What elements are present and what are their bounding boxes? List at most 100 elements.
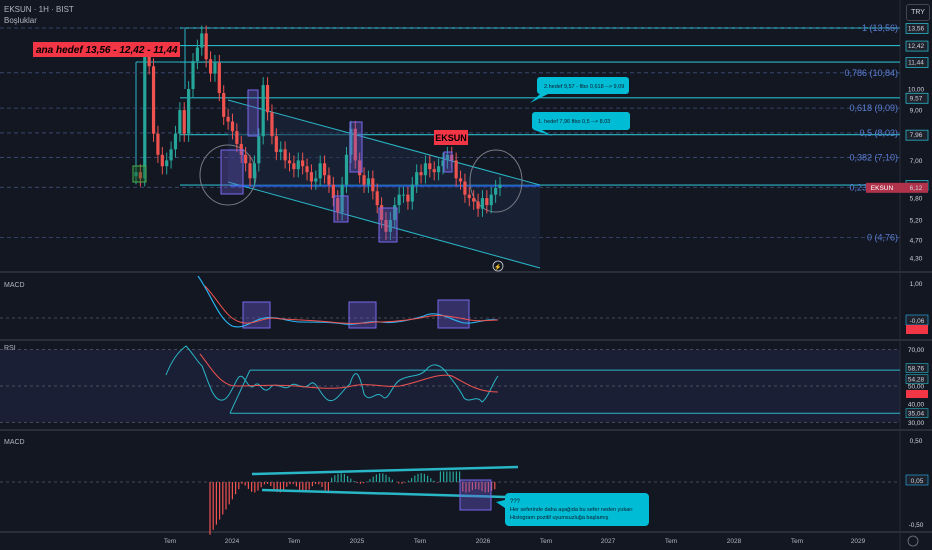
channel-upper-line: [227, 99, 541, 186]
highlight-box: [443, 151, 453, 173]
circle-highlight: [469, 149, 523, 213]
candle-body: [485, 198, 489, 206]
candle-body: [222, 93, 226, 117]
price-axis-tick: 7,96: [910, 132, 923, 139]
settings-icon: [907, 535, 919, 547]
time-axis-tick: Tem: [791, 538, 803, 545]
candle-body: [463, 181, 467, 195]
candle-body: [331, 184, 335, 199]
lightning-icon: [492, 260, 504, 272]
candle-body: [252, 163, 257, 179]
price-axis-tick: 7,00: [910, 158, 923, 165]
rsi-axis-tick: 50,00: [908, 384, 925, 391]
candle-body: [292, 163, 296, 170]
candle-body: [476, 201, 480, 209]
candle-body: [187, 88, 191, 134]
macd-hist-axis-tick: 0,05: [911, 478, 924, 485]
price-axis-tick: 11,44: [908, 60, 924, 67]
rsi-value-tag-bg: [905, 408, 929, 419]
candle-body: [397, 194, 401, 206]
candle-body: [472, 198, 476, 202]
candle-body: [301, 160, 305, 167]
highlight-box: [349, 121, 363, 173]
last-price-tag: EKSUN: [871, 185, 894, 192]
candle-body: [401, 194, 406, 196]
highlight-box: [333, 195, 349, 223]
price-axis-tick: 9,00: [910, 108, 923, 115]
signal-value-tag-bg: [906, 325, 928, 334]
candle-body: [314, 178, 318, 182]
price-axis-tick: 4,30: [910, 256, 923, 263]
price-axis-tick: 9,57: [910, 95, 923, 102]
fib-level-label: 1 (13,56): [862, 23, 898, 33]
price-axis-tick: 5,80: [910, 196, 923, 203]
candle-body: [344, 154, 349, 185]
candle-body: [195, 47, 199, 61]
candle-body: [244, 154, 248, 164]
time-axis-tick: 2028: [727, 538, 742, 545]
candle-body: [480, 198, 485, 209]
candle-body: [213, 62, 217, 74]
candle-body: [156, 133, 160, 155]
rsi-ma-tag-bg: [906, 390, 928, 398]
rsi-connector: [229, 369, 251, 414]
candle-body: [182, 110, 186, 134]
macd-pane-title: MACD: [4, 282, 25, 289]
candle-body: [410, 184, 414, 202]
note-callout-bg: [505, 493, 649, 526]
candle-body: [379, 205, 384, 220]
candle-body: [138, 172, 142, 179]
candle-body: [423, 163, 428, 176]
highlight-box: [247, 89, 259, 137]
candle-body: [467, 194, 471, 199]
fib-level-label: 0 (4,76): [867, 233, 898, 243]
candle-body: [147, 52, 151, 67]
candle-body: [191, 60, 195, 89]
histogram-lower-trendline: [261, 488, 507, 499]
macd-line: [197, 275, 499, 328]
currency-button[interactable]: TRY: [906, 4, 930, 21]
lightning-icon: ⚡: [494, 263, 501, 271]
candle-body: [226, 116, 230, 122]
ticker-tag-bg: [434, 130, 468, 145]
time-axis-tick: Tem: [540, 538, 552, 545]
callout-pointer: [496, 500, 505, 508]
fib-level-label: 0,786 (10,84): [844, 68, 898, 78]
candle-body: [318, 163, 322, 179]
histogram-upper-trendline: [251, 465, 519, 476]
candle-body: [257, 136, 261, 164]
candle-body: [362, 175, 366, 185]
candle-body: [169, 149, 173, 161]
target2-callout: 2.hedef 9,57 - fibo 0,618 --> 9,09: [544, 84, 624, 90]
highlight-box: [242, 301, 271, 329]
highlight-box: [378, 207, 398, 243]
price-tag-bg: [905, 129, 929, 141]
time-axis-tick: 2025: [350, 538, 365, 545]
candle-body: [340, 184, 344, 213]
candle-body: [239, 143, 243, 155]
candle-body: [287, 160, 292, 164]
price-tag-bg: [905, 92, 929, 104]
macd-hist-axis-tick: -0,50: [909, 522, 924, 529]
gaps-label: Boşluklar: [4, 16, 37, 25]
price-axis-tick: 12,42: [908, 43, 925, 50]
price-axis-tick: 4,70: [910, 238, 923, 245]
candle-body: [208, 59, 213, 74]
rsi-axis-tick: 54,28: [908, 377, 925, 384]
candle-body: [353, 128, 357, 161]
candle-body: [415, 172, 419, 185]
candle-body: [489, 194, 493, 206]
price-tag-bg: [905, 57, 929, 68]
signal-line: [204, 285, 499, 324]
rsi-axis-tick: 70,00: [908, 347, 925, 354]
candle-body: [230, 121, 235, 132]
candle-body: [296, 160, 300, 170]
target1-callout-bg: [532, 112, 630, 130]
candle-body: [445, 154, 449, 161]
note-callout-line: Her seferinde daha aşağıda bu sefer nede…: [510, 507, 633, 513]
macd-hist-axis-tick: 0,50: [910, 438, 923, 445]
callout-pointer: [534, 130, 552, 136]
rsi-axis-tick: 30,00: [908, 420, 925, 427]
candle-body: [248, 163, 252, 179]
